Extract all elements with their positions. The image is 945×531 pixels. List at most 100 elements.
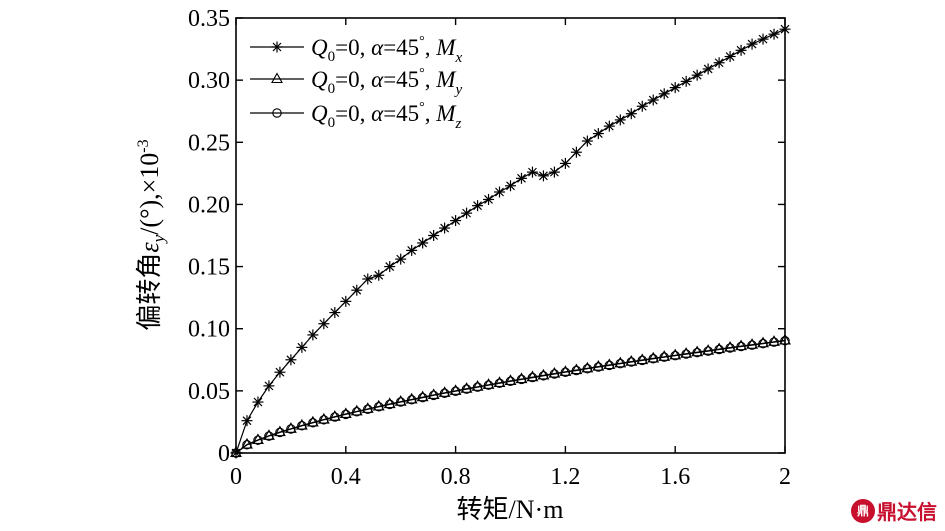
circle-marker xyxy=(286,424,296,434)
x-tick-label: 1.2 xyxy=(550,464,580,490)
watermark: 鼎 鼎达信 xyxy=(851,496,937,525)
star-marker xyxy=(669,82,681,94)
circle-marker xyxy=(406,395,417,405)
triangle-marker xyxy=(471,380,484,391)
x-tick-label: 1.6 xyxy=(660,464,690,490)
star-marker xyxy=(263,380,275,392)
triangle-marker xyxy=(702,344,715,355)
circle-marker xyxy=(319,415,329,425)
star-marker xyxy=(461,207,473,219)
star-marker xyxy=(757,33,769,45)
triangle-marker xyxy=(680,347,693,358)
circle-marker xyxy=(384,399,395,410)
series-line-1 xyxy=(235,28,786,454)
circle-marker xyxy=(472,382,483,392)
y-tick-label: 0.10 xyxy=(188,317,230,343)
triangle-marker xyxy=(271,72,283,84)
circle-marker xyxy=(417,392,428,403)
circle-marker xyxy=(272,108,282,118)
circle-marker xyxy=(582,363,593,374)
triangle-marker xyxy=(614,356,627,368)
x-tick-label: 0.8 xyxy=(441,464,471,490)
y-tick-label: 0.30 xyxy=(188,68,230,94)
circle-marker xyxy=(780,336,790,346)
star-marker xyxy=(680,75,692,87)
star-marker xyxy=(362,273,374,285)
series-markers-3 xyxy=(231,336,790,458)
circle-marker xyxy=(593,362,604,372)
axis-ticks: 0 0.4 0.8 1.2 1.6 2 0 0.05 0.10 0.15 0.20 0.25 0.30 0… xyxy=(188,6,791,490)
circle-marker xyxy=(461,384,472,394)
series-line-3 xyxy=(235,340,786,454)
triangle-marker xyxy=(350,404,363,416)
star-marker xyxy=(329,307,341,319)
star-marker xyxy=(285,354,297,366)
circle-marker xyxy=(253,435,263,445)
star-marker xyxy=(779,23,791,35)
circle-marker xyxy=(395,397,406,407)
circle-marker xyxy=(659,352,669,362)
star-marker xyxy=(318,318,330,330)
star-marker xyxy=(702,63,714,75)
triangle-marker xyxy=(537,368,550,380)
triangle-marker xyxy=(394,395,407,406)
star-marker xyxy=(526,166,538,178)
x-tick-label: 0 xyxy=(230,464,242,490)
star-marker xyxy=(713,57,725,69)
star-marker xyxy=(603,120,615,132)
circle-marker xyxy=(725,343,735,353)
watermark-logo-icon: 鼎 xyxy=(851,498,875,523)
circle-marker xyxy=(505,376,516,387)
y-tick-label: 0.20 xyxy=(188,192,230,218)
star-marker xyxy=(373,269,385,281)
star-marker xyxy=(768,28,780,40)
star-marker xyxy=(472,200,484,212)
triangle-marker xyxy=(460,382,473,393)
star-marker xyxy=(658,88,670,100)
star-marker xyxy=(537,170,549,182)
triangle-marker xyxy=(713,342,726,354)
star-marker xyxy=(307,329,319,341)
star-marker xyxy=(271,41,283,53)
star-marker xyxy=(428,230,440,241)
watermark-text: 鼎达信 xyxy=(877,500,937,524)
triangle-marker xyxy=(779,333,791,345)
triangle-marker xyxy=(482,378,495,389)
triangle-marker xyxy=(230,446,242,458)
circle-marker xyxy=(648,354,658,364)
triangle-marker xyxy=(416,390,429,402)
circle-marker xyxy=(571,365,582,376)
legend-entry: Q0=0, α=45°, Mz xyxy=(311,100,461,132)
triangle-marker xyxy=(669,348,682,360)
triangle-marker xyxy=(427,388,440,400)
star-marker xyxy=(592,128,604,140)
star-marker xyxy=(241,415,253,427)
y-tick-label: 0.15 xyxy=(188,255,230,281)
triangle-marker xyxy=(449,384,462,395)
triangle-marker xyxy=(603,358,616,370)
star-marker xyxy=(274,366,286,378)
circle-marker xyxy=(604,360,615,371)
triangle-marker xyxy=(504,374,517,385)
circle-marker xyxy=(747,340,757,350)
star-marker xyxy=(450,215,462,227)
triangle-marker xyxy=(724,340,737,352)
circle-marker xyxy=(352,406,362,417)
series-markers-1 xyxy=(230,23,791,459)
y-tick-label: 0.25 xyxy=(188,130,230,156)
triangle-marker xyxy=(592,359,605,371)
star-marker xyxy=(559,157,571,169)
plot-frame xyxy=(235,17,786,454)
triangle-marker xyxy=(757,336,769,348)
circle-marker xyxy=(297,421,307,431)
circle-marker xyxy=(439,388,450,398)
circle-marker xyxy=(615,358,626,369)
triangle-marker xyxy=(405,392,418,404)
star-marker xyxy=(515,172,527,184)
x-tick-label: 2 xyxy=(779,464,791,490)
circle-marker xyxy=(692,347,702,358)
y-tick-label: 0 xyxy=(218,441,230,467)
star-marker xyxy=(384,261,396,273)
series-layer xyxy=(230,23,791,459)
star-marker xyxy=(548,166,560,178)
